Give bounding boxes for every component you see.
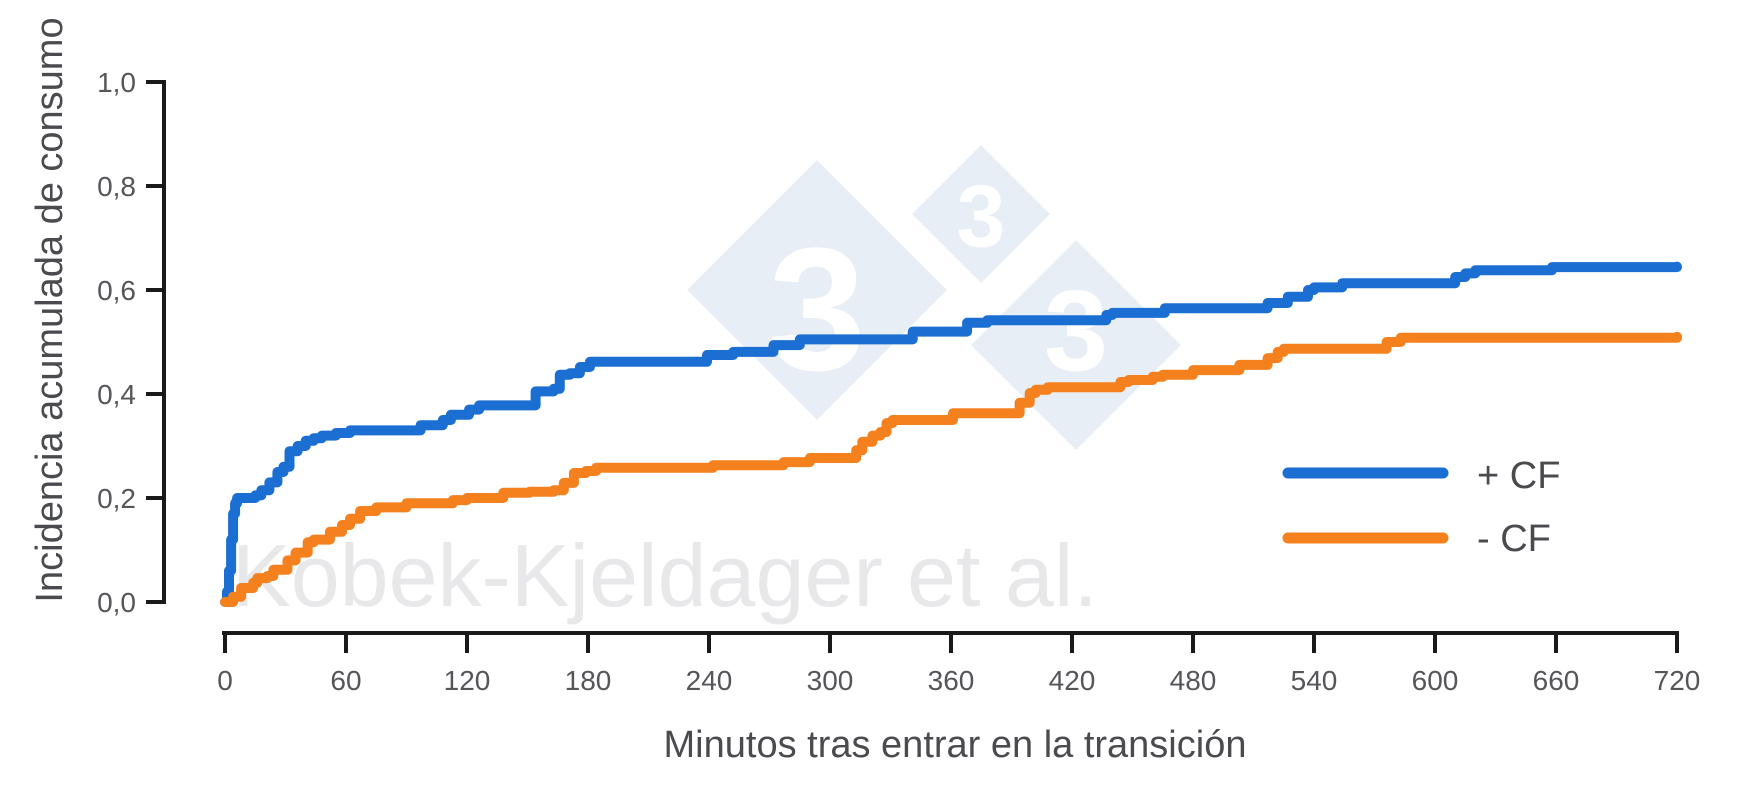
x-axis-tick-label: 720 — [1654, 665, 1701, 696]
x-axis-tick-label: 0 — [217, 665, 233, 696]
y-axis-tick-label: 0,4 — [97, 379, 136, 410]
x-axis-title: Minutos tras entrar en la transición — [664, 724, 1247, 766]
series-line-plus-cf — [220, 261, 1682, 607]
x-axis-tick-label: 360 — [928, 665, 975, 696]
x-axis-tick-label: 120 — [444, 665, 491, 696]
y-axis-tick-label: 0,6 — [97, 275, 136, 306]
x-axis-tick-label: 180 — [565, 665, 612, 696]
x-axis-tick-label: 420 — [1049, 665, 1096, 696]
watermark-digit: 3 — [1044, 267, 1108, 395]
watermark-diamond — [971, 239, 1181, 450]
x-axis-tick-label: 60 — [330, 665, 361, 696]
x-axis-tick-label: 240 — [686, 665, 733, 696]
watermark-authors-text: Kobek-Kjeldager et al. — [232, 526, 1098, 625]
series-line-minus-cf — [220, 331, 1682, 607]
watermark-digit: 3 — [957, 167, 1006, 266]
y-axis-tick-label: 0,2 — [97, 483, 136, 514]
y-axis-tick-label: 1,0 — [97, 67, 136, 98]
legend-label-minus-cf: - CF — [1477, 518, 1551, 560]
series-layer — [220, 261, 1682, 607]
axes: 0,0 0,2 0,4 0,6 0,8 1,0 0 60 120 180 240 300 360 420 4… — [97, 67, 1700, 696]
y-axis-tick-label: 0,0 — [97, 587, 136, 618]
watermark-333-logo: 3 33 — [687, 145, 1181, 450]
legend-label-plus-cf: + CF — [1477, 455, 1560, 497]
legend: + CF - CF — [1282, 455, 1560, 560]
y-axis-title: Incidencia acumulada de consumo — [29, 17, 71, 602]
x-axis-tick-label: 300 — [807, 665, 854, 696]
y-axis-tick-label: 0,8 — [97, 171, 136, 202]
x-axis-tick-label: 600 — [1412, 665, 1459, 696]
x-axis-tick-label: 480 — [1170, 665, 1217, 696]
x-axis-tick-label: 540 — [1291, 665, 1338, 696]
x-axis-tick-label: 660 — [1533, 665, 1580, 696]
watermark-digit: 3 — [768, 213, 865, 408]
